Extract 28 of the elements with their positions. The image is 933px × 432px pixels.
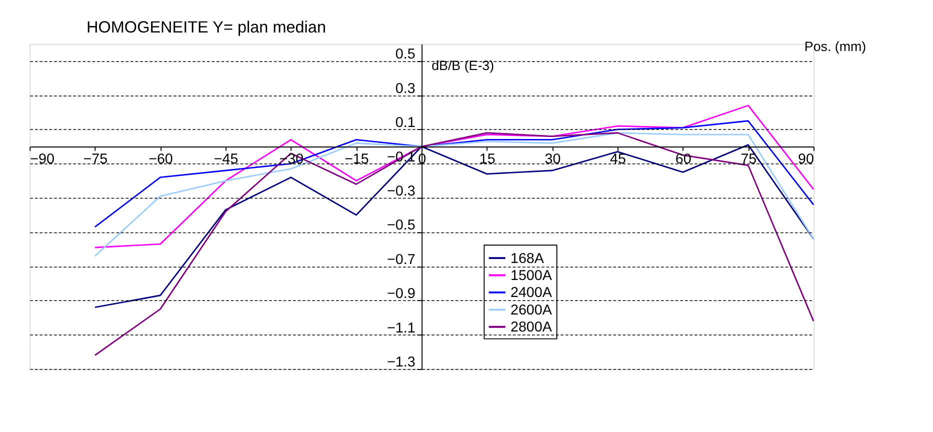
y-tick-label: 0.1	[395, 115, 416, 132]
legend-label: 1500A	[510, 268, 552, 284]
x-tick-label: 90	[798, 151, 814, 168]
y-tick-label: −0.9	[387, 286, 416, 302]
legend-label: 2800A	[510, 320, 552, 336]
y-axis-title: dB/B (E-3)	[432, 58, 494, 74]
y-tick-label: −1.1	[387, 320, 416, 336]
y-tick-label: −0.5	[387, 218, 416, 234]
x-axis-title: Pos. (mm)	[804, 39, 866, 54]
x-tick-label: −15	[344, 151, 369, 168]
x-tick-label: −45	[214, 151, 238, 168]
x-tick-label: 75	[740, 151, 757, 168]
x-tick-label: 45	[610, 151, 626, 168]
y-tick-label: −0.7	[387, 252, 416, 268]
legend-label: 168A	[510, 250, 544, 267]
y-tick-label: 0.5	[395, 46, 416, 63]
x-tick-label: −60	[148, 151, 173, 168]
x-tick-label: 30	[544, 151, 561, 168]
legend-label: 2400A	[510, 285, 552, 302]
legend-label: 2600A	[510, 302, 552, 318]
chart-title: HOMOGENEITE Y= plan median	[86, 18, 326, 36]
x-tick-label: 60	[675, 151, 692, 168]
y-tick-label: −0.3	[387, 183, 416, 200]
y-tick-label: 0.3	[395, 80, 416, 97]
x-tick-label: −90	[30, 151, 54, 168]
y-tick-label: −1.3	[387, 354, 416, 371]
x-tick-label: 15	[479, 151, 496, 168]
x-tick-label: −75	[83, 151, 108, 168]
